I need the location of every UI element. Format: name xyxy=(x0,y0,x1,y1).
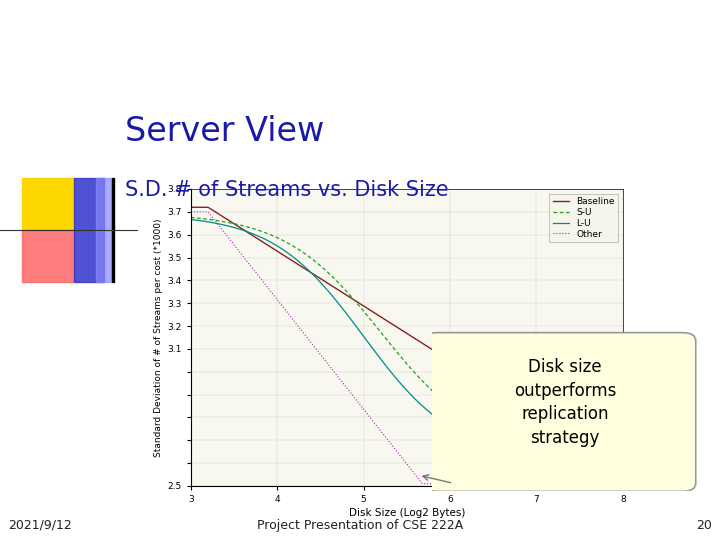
Legend: Baseline, S-U, L-U, Other: Baseline, S-U, L-U, Other xyxy=(549,193,618,242)
Baseline xyxy=(420,341,429,348)
Bar xyxy=(112,178,114,282)
Bar xyxy=(22,178,74,230)
Other xyxy=(395,450,403,457)
FancyBboxPatch shape xyxy=(424,333,696,491)
Other xyxy=(392,447,400,454)
S-U xyxy=(618,447,627,454)
Other xyxy=(618,480,627,486)
L-U xyxy=(618,455,627,461)
Text: Server View: Server View xyxy=(125,115,324,148)
X-axis label: Disk Size (Log2 Bytes): Disk Size (Log2 Bytes) xyxy=(348,508,465,518)
Baseline xyxy=(392,323,400,330)
Bar xyxy=(22,230,74,282)
Baseline xyxy=(541,418,549,424)
S-U xyxy=(395,351,403,357)
Other xyxy=(541,477,550,484)
L-U xyxy=(186,216,195,222)
Bar xyxy=(74,178,104,282)
Text: S.D. # of Streams vs. Disk Size: S.D. # of Streams vs. Disk Size xyxy=(125,180,449,200)
L-U xyxy=(444,422,452,429)
Line: L-U: L-U xyxy=(191,219,623,458)
S-U xyxy=(444,401,452,408)
Text: Disk size
outperforms
replication
strategy: Disk size outperforms replication strate… xyxy=(514,358,616,447)
Text: 20: 20 xyxy=(696,519,712,532)
S-U xyxy=(608,447,617,453)
Other xyxy=(421,481,430,487)
L-U xyxy=(392,375,400,381)
Line: S-U: S-U xyxy=(191,218,623,450)
S-U xyxy=(420,380,429,387)
Bar xyxy=(96,178,111,282)
S-U xyxy=(541,441,549,447)
Text: Project Presentation of CSE 222A: Project Presentation of CSE 222A xyxy=(257,519,463,532)
L-U xyxy=(395,378,403,384)
Baseline xyxy=(395,325,403,332)
Line: Other: Other xyxy=(191,212,623,484)
Other xyxy=(444,480,453,486)
Other xyxy=(186,208,195,215)
Baseline xyxy=(618,471,627,478)
Other xyxy=(418,481,427,487)
Baseline xyxy=(576,471,585,478)
Other xyxy=(609,480,618,486)
Text: 2021/9/12: 2021/9/12 xyxy=(8,519,72,532)
L-U xyxy=(541,451,549,457)
Baseline xyxy=(444,356,452,363)
L-U xyxy=(608,454,617,461)
S-U xyxy=(186,214,195,221)
L-U xyxy=(420,404,429,411)
Baseline xyxy=(609,471,618,478)
Y-axis label: Standard Deviation of # of Streams per cost (*1000): Standard Deviation of # of Streams per c… xyxy=(154,218,163,457)
S-U xyxy=(392,348,400,354)
Line: Baseline: Baseline xyxy=(191,207,623,475)
Baseline xyxy=(186,204,195,211)
